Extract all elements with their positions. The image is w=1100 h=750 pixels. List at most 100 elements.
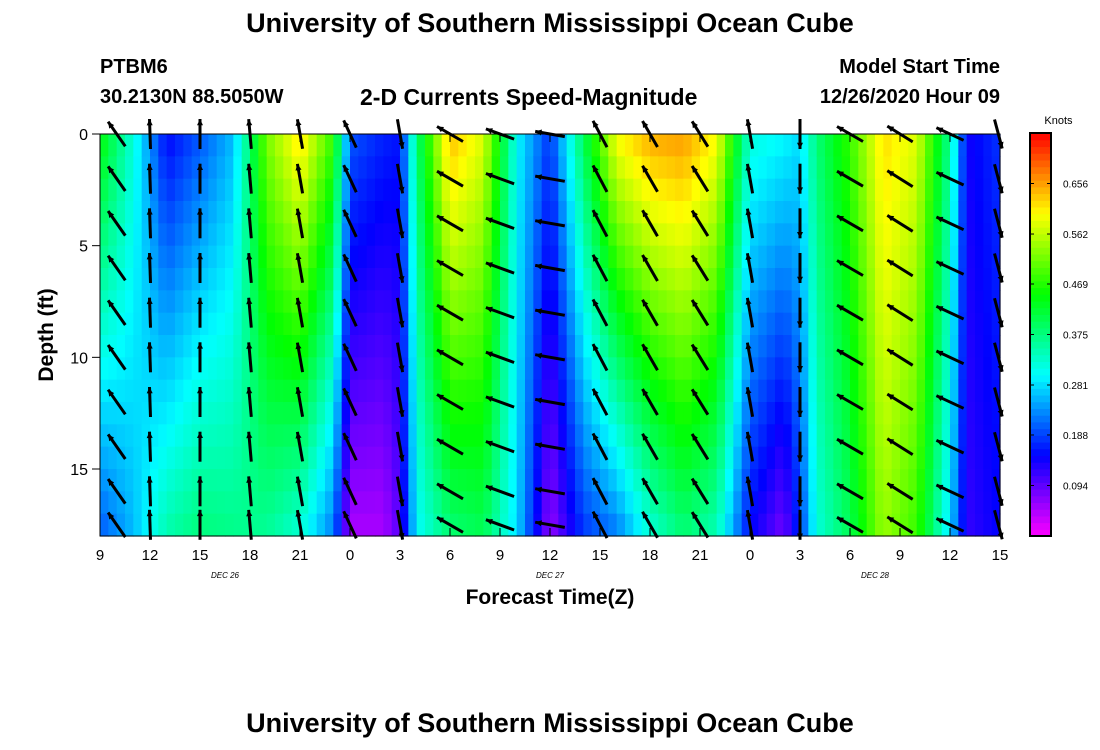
heatmap-cell <box>816 491 826 515</box>
heatmap-cell <box>441 335 451 358</box>
heatmap-cell <box>925 312 934 336</box>
heatmap-cell <box>708 178 718 202</box>
heatmap-cell <box>991 223 1001 247</box>
current-vector-arrow <box>641 432 659 461</box>
heatmap-cell <box>175 245 184 269</box>
heatmap-cell <box>808 245 818 269</box>
arrow-head <box>197 342 203 349</box>
heatmap-cell <box>125 402 134 425</box>
heatmap-cell <box>500 312 509 336</box>
heatmap-cell <box>233 201 243 224</box>
heatmap-cell <box>116 201 126 224</box>
heatmap-cell <box>550 357 559 381</box>
heatmap-cell <box>366 268 376 291</box>
heatmap-cell <box>383 156 393 180</box>
heatmap-cell <box>550 290 559 314</box>
heatmap-cell <box>475 357 484 381</box>
heatmap-cell <box>475 424 484 448</box>
heatmap-cell <box>391 156 401 180</box>
arrow-head <box>246 476 253 483</box>
heatmap-cell <box>258 513 268 537</box>
heatmap-cell <box>991 178 1001 202</box>
heatmap-cell <box>675 402 684 425</box>
heatmap-cell <box>291 491 301 515</box>
heatmap-cell <box>125 513 134 537</box>
heatmap-cell <box>491 424 501 448</box>
heatmap-cell <box>783 178 793 202</box>
heatmap-cell <box>983 156 993 180</box>
heatmap-cell <box>833 134 843 157</box>
heatmap-cell <box>683 201 693 224</box>
arrow-head <box>887 215 895 222</box>
heatmap-cell <box>375 290 384 314</box>
heatmap-cell <box>758 223 768 247</box>
arrow-head <box>108 121 115 129</box>
heatmap-cell <box>616 491 626 515</box>
arrow-head <box>343 511 350 519</box>
heatmap-cell <box>308 446 318 470</box>
arrow-head <box>343 343 350 351</box>
heatmap-cell <box>433 312 443 336</box>
heatmap-cell <box>433 379 443 403</box>
heatmap-cell <box>691 201 701 224</box>
heatmap-cell <box>650 424 659 448</box>
arrow-head <box>997 230 1004 238</box>
heatmap-cell <box>183 491 193 515</box>
current-vector-arrow <box>395 163 405 194</box>
heatmap-cell <box>558 469 568 492</box>
heatmap-cell <box>891 513 901 537</box>
colorbar-segment <box>1030 448 1051 456</box>
heatmap-cell <box>683 379 693 403</box>
heatmap-cell <box>708 446 718 470</box>
heatmap-cell <box>250 223 259 247</box>
heatmap-cell <box>533 469 543 492</box>
heatmap-cell <box>425 424 434 448</box>
heatmap-cell <box>541 379 551 403</box>
heatmap-cell <box>500 424 509 448</box>
heatmap-cell <box>308 156 318 180</box>
heatmap-cell <box>166 379 176 403</box>
heatmap-cell <box>300 469 309 492</box>
heatmap-cell <box>775 312 784 336</box>
heatmap-cell <box>800 335 809 358</box>
heatmap-cell <box>525 245 534 269</box>
heatmap-cell <box>133 379 143 403</box>
heatmap-cell <box>258 469 268 492</box>
heatmap-cell <box>175 513 184 537</box>
heatmap-cell <box>750 513 759 537</box>
heatmap-cell <box>108 446 118 470</box>
heatmap-cell <box>966 513 976 537</box>
heatmap-cell <box>733 134 743 157</box>
heatmap-cell <box>725 379 734 403</box>
colorbar-segment <box>1030 287 1051 295</box>
chart-subtitle: 2-D Currents Speed-Magnitude <box>360 84 698 110</box>
heatmap-cell <box>416 357 426 381</box>
arrow-head <box>936 440 944 446</box>
current-vector-arrow <box>935 215 965 232</box>
heatmap-cell <box>100 223 109 247</box>
current-vector-arrow <box>146 386 153 418</box>
heatmap-cell <box>566 134 576 157</box>
x-tick-label: 3 <box>796 547 804 564</box>
heatmap-cell <box>516 491 526 515</box>
heatmap-cell <box>241 223 251 247</box>
heatmap-cell <box>608 178 618 202</box>
heatmap-cell <box>266 134 276 157</box>
arrow-head <box>343 254 350 262</box>
heatmap-cell <box>300 156 309 180</box>
heatmap-cell <box>158 491 168 515</box>
heatmap-cell <box>383 424 393 448</box>
heatmap-cell <box>250 335 259 358</box>
heatmap-cell <box>116 446 126 470</box>
current-vector-arrow <box>836 393 864 411</box>
heatmap-cell <box>283 178 293 202</box>
heatmap-cell <box>916 424 926 448</box>
heatmap-cell <box>333 357 343 381</box>
heatmap-cell <box>691 178 701 202</box>
heatmap-cell <box>250 446 259 470</box>
heatmap-cell <box>291 134 301 157</box>
current-vector-arrow <box>295 509 305 540</box>
heatmap-cell <box>966 491 976 515</box>
heatmap-cell <box>166 290 176 314</box>
heatmap-cell <box>275 178 284 202</box>
